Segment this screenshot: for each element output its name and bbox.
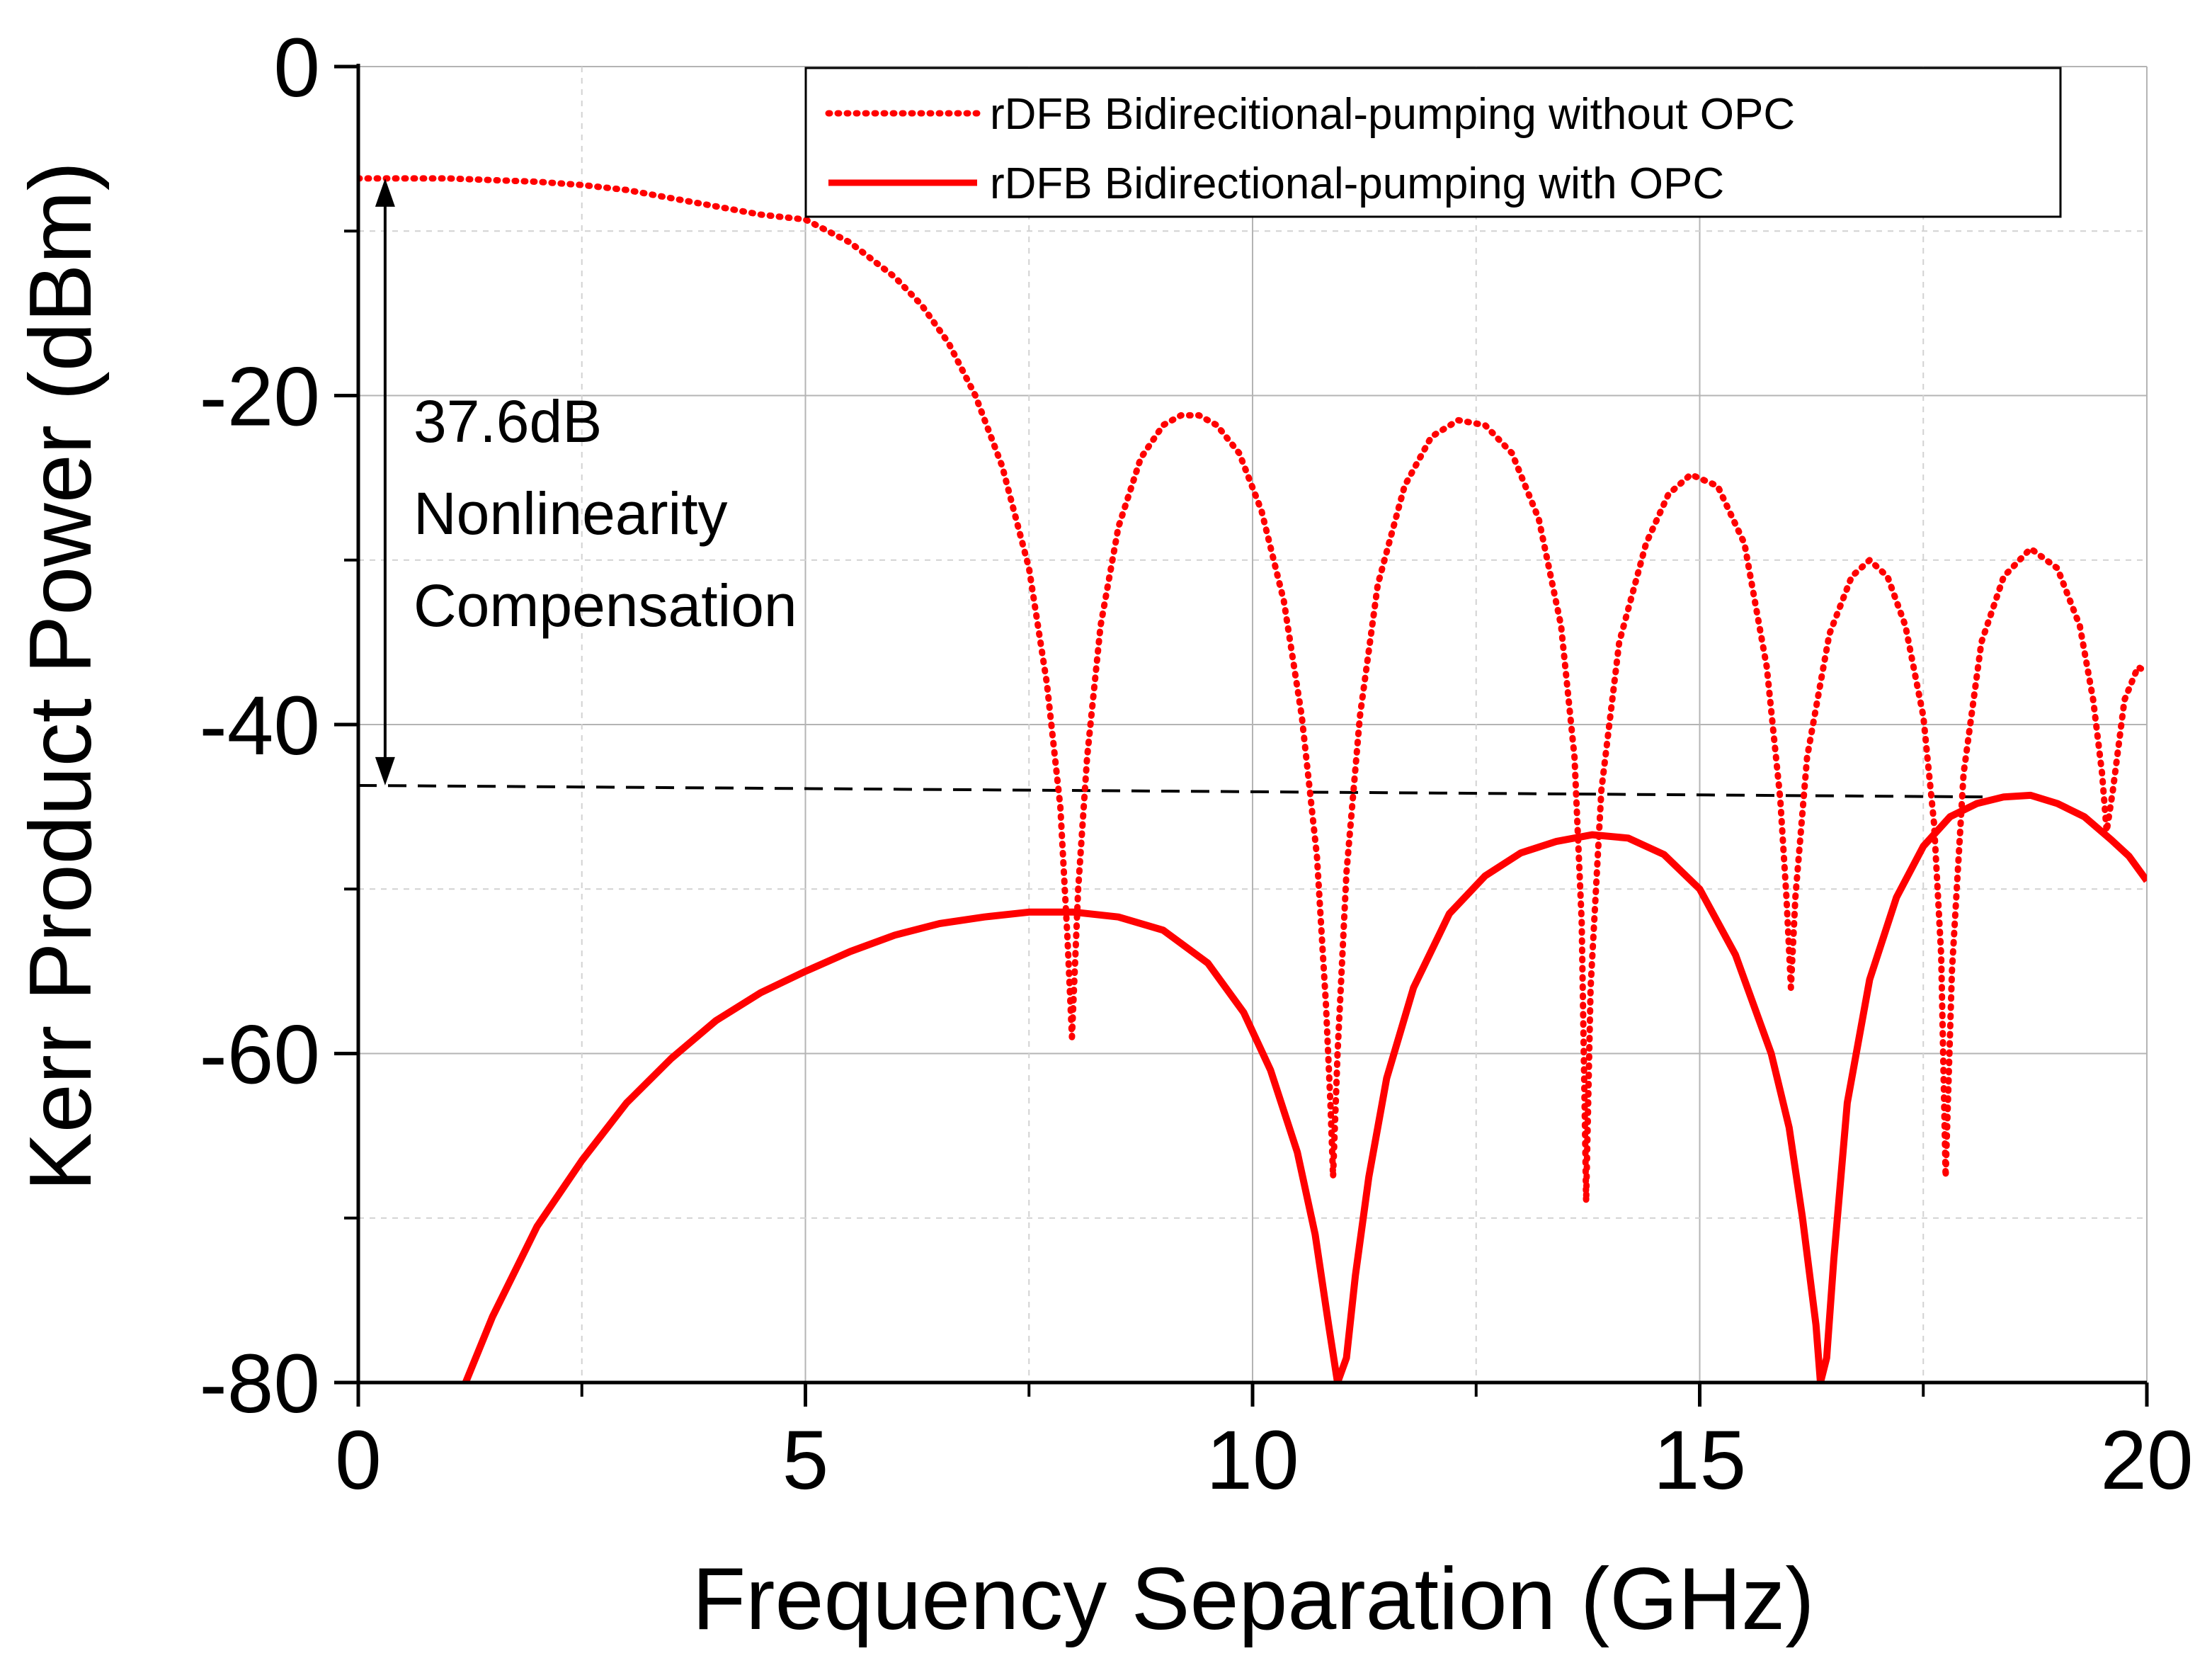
- x-tick-label: 15: [1653, 1414, 1746, 1507]
- grid-lines: [358, 66, 2148, 1383]
- annotation-line-2: Nonlinearity: [414, 480, 728, 547]
- annotation-line-1: 37.6dB: [414, 388, 602, 455]
- y-axis-title: Kerr Product Power (dBm): [12, 161, 110, 1191]
- legend-label-without-opc: rDFB Bidirecitional-pumping without OPC: [990, 90, 1795, 139]
- reference-dashed-line: [358, 783, 1986, 799]
- axes: [334, 64, 2149, 1407]
- reference-line-group: [358, 783, 1986, 799]
- annotation: 37.6dB Nonlinearity Compensation: [375, 178, 797, 785]
- x-tick-label: 0: [335, 1414, 382, 1507]
- series-group: [358, 175, 2147, 1383]
- y-tick-label: -40: [199, 679, 320, 773]
- arrow-head-up-icon: [375, 178, 395, 207]
- tick-labels: 0 5 10 15 20 0 -20 -40 -60 -80: [199, 21, 2193, 1507]
- y-tick-label: 0: [273, 21, 320, 115]
- legend: rDFB Bidirecitional-pumping without OPC …: [804, 67, 2062, 218]
- x-axis-title: Frequency Separation (GHz): [692, 1550, 1814, 1648]
- y-tick-label: -60: [199, 1009, 320, 1102]
- x-tick-label: 20: [2100, 1414, 2193, 1507]
- arrow-head-down-icon: [375, 756, 395, 785]
- x-tick-label: 10: [1206, 1414, 1299, 1507]
- legend-label-with-opc: rDFB Bidirectional-pumping with OPC: [990, 159, 1724, 208]
- series-line-without-opc: [358, 175, 2147, 1205]
- series-line-with-opc: [462, 791, 2147, 1383]
- y-tick-label: -80: [199, 1337, 320, 1431]
- annotation-line-3: Compensation: [414, 572, 797, 639]
- y-tick-label: -20: [199, 351, 320, 444]
- x-tick-label: 5: [782, 1414, 829, 1507]
- legend-box: [804, 67, 2062, 218]
